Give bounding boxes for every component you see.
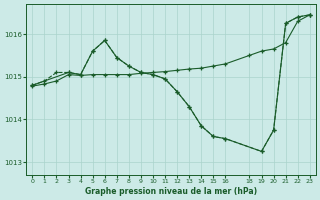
X-axis label: Graphe pression niveau de la mer (hPa): Graphe pression niveau de la mer (hPa) [85, 187, 257, 196]
